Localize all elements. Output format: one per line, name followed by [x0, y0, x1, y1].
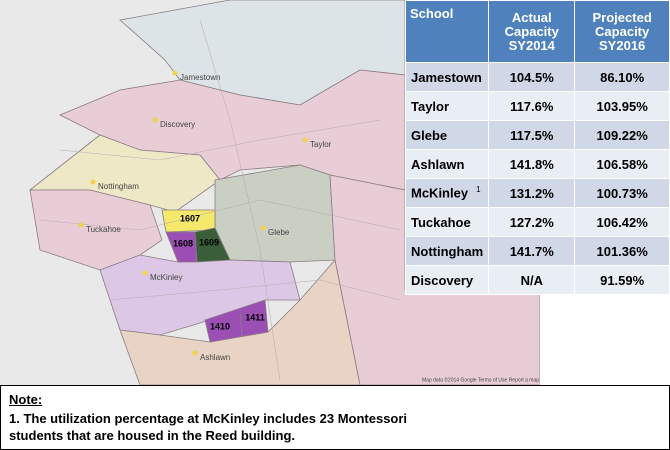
table-cell: 127.2% — [488, 207, 576, 237]
unit-area — [204, 299, 269, 343]
street — [199, 19, 281, 381]
capacity-table: School Actual Capacity SY2014 Projected Ca… — [404, 0, 670, 295]
school-marker — [302, 137, 308, 143]
footnote-marker: 1 — [476, 185, 481, 195]
unit-area — [194, 227, 231, 263]
table-cell: 101.36% — [574, 236, 670, 266]
school-label: Taylor — [310, 140, 332, 149]
school-marker — [142, 270, 148, 276]
table-cell: Taylor — [404, 91, 490, 121]
unit-label: 1609 — [199, 237, 219, 247]
header-row: School Actual Capacity SY2014 Projected Ca… — [404, 0, 670, 63]
table-cell: 103.95% — [574, 91, 670, 121]
school-label: McKinley — [150, 273, 182, 282]
table-cell: 100.73% — [574, 178, 670, 208]
table-cell: Ashlawn — [404, 149, 490, 179]
table-cell: 109.22% — [574, 120, 670, 150]
school-label: Glebe — [268, 228, 290, 237]
school-label: Nottingham — [98, 182, 139, 191]
table-row: Nottingham 141.7% 101.36% — [404, 236, 670, 266]
table-row: Tuckahoe 127.2% 106.42% — [404, 207, 670, 237]
map-attribution: Map data ©2014 Google Terms of Use Repor… — [422, 376, 540, 383]
header-cell: School — [404, 0, 490, 63]
table-cell: N/A — [488, 265, 576, 295]
note-box: Note: 1. The utilization percentage at M… — [0, 385, 670, 450]
school-marker — [152, 117, 158, 123]
table-row: Jamestown 104.5% 86.10% — [404, 62, 670, 92]
table-cell: 117.6% — [488, 91, 576, 121]
school-marker — [260, 225, 266, 231]
school-label: Tuckahoe — [86, 225, 121, 234]
table-cell: 106.58% — [574, 149, 670, 179]
table-row: Ashlawn 141.8% 106.58% — [404, 149, 670, 179]
header-cell: Actual Capacity SY2014 — [488, 0, 576, 63]
table-cell: 141.8% — [488, 149, 576, 179]
table-row: Taylor 117.6% 103.95% — [404, 91, 670, 121]
note-title: Note: — [9, 392, 43, 407]
table-cell: 91.59% — [574, 265, 670, 295]
header-cell: Projected Capacity SY2016 — [574, 0, 670, 63]
unit-border — [239, 309, 243, 337]
table-body: Jamestown 104.5% 86.10% Taylor 117.6% 103.95%… — [404, 62, 670, 295]
table-cell: 117.5% — [488, 120, 576, 150]
school-marker — [78, 222, 84, 228]
street — [109, 279, 401, 301]
table-cell: 104.5% — [488, 62, 576, 92]
note-text: 1. The utilization percentage at McKinle… — [9, 411, 408, 443]
unit-label: 1410 — [210, 321, 230, 331]
school-label: Ashlawn — [200, 353, 230, 362]
table-cell: Discovery — [404, 265, 490, 295]
table-cell: Jamestown — [404, 62, 490, 92]
street — [59, 119, 381, 161]
district — [214, 164, 336, 263]
table-cell: 141.7% — [488, 236, 576, 266]
street — [39, 199, 401, 231]
table-row: Glebe 117.5% 109.22% — [404, 120, 670, 150]
table-cell: 106.42% — [574, 207, 670, 237]
district — [119, 259, 361, 385]
unit-label: 1608 — [173, 238, 193, 248]
district — [29, 189, 163, 271]
unit-label: 1607 — [180, 213, 200, 223]
table-cell: 86.10% — [574, 62, 670, 92]
school-marker — [192, 350, 198, 356]
streets — [39, 19, 401, 381]
table-row: Discovery N/A 91.59% — [404, 265, 670, 295]
unit-label: 1411 — [245, 312, 265, 322]
table-cell: 131.2% — [488, 178, 576, 208]
table-row: McKinley 1 131.2% 100.73% — [404, 178, 670, 208]
table-cell: Nottingham — [404, 236, 490, 266]
school-label: Jamestown — [180, 73, 220, 82]
school-label: Discovery — [160, 120, 195, 129]
school-marker — [172, 70, 178, 76]
table-cell: Tuckahoe — [404, 207, 490, 237]
table-cell: McKinley 1 — [404, 178, 490, 208]
school-marker — [90, 179, 96, 185]
table-cell: Glebe — [404, 120, 490, 150]
